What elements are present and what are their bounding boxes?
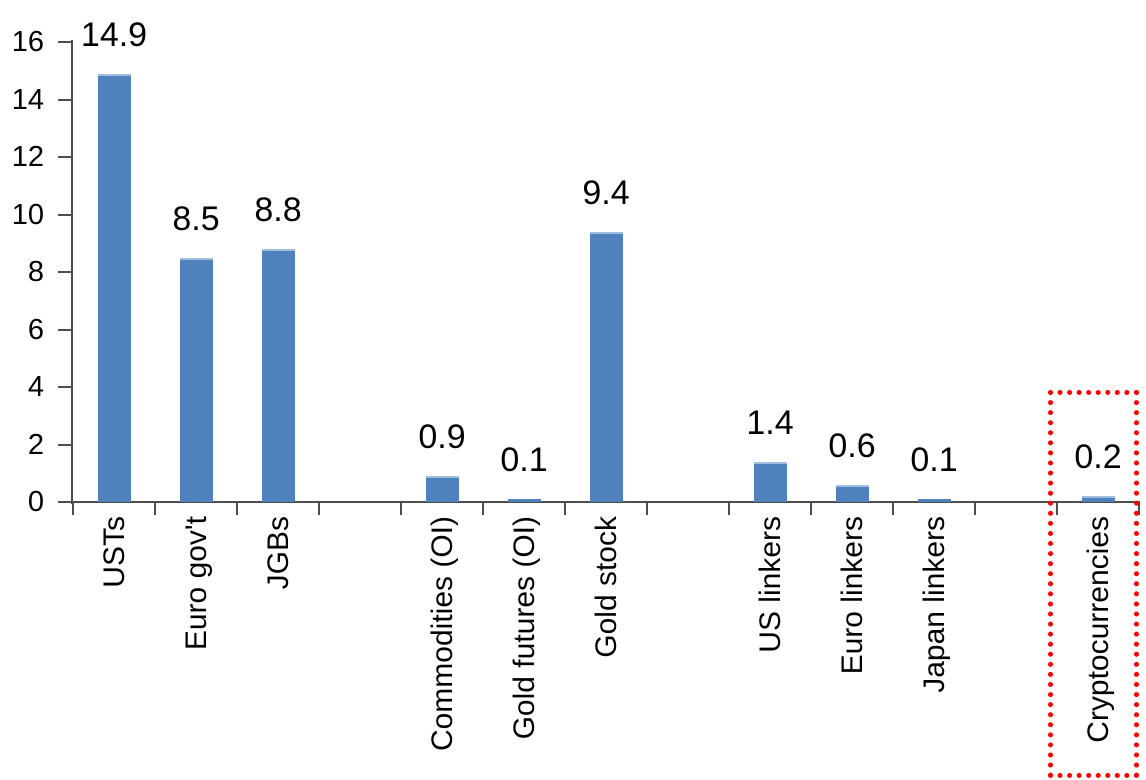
x-tick [154, 502, 156, 515]
y-tick [58, 386, 72, 388]
bar-value-label: 8.5 [172, 199, 220, 238]
bar [97, 73, 131, 502]
y-tick-label: 16 [11, 26, 44, 58]
x-category-label: JGBs [262, 516, 295, 590]
y-tick-label: 10 [11, 198, 44, 231]
y-tick [58, 328, 72, 331]
x-tick [318, 502, 320, 515]
bar [425, 476, 459, 502]
x-category-label: Japan linkers [918, 516, 951, 693]
bar-value-label: 0.9 [418, 418, 466, 457]
bar [589, 231, 623, 502]
y-tick [58, 443, 72, 446]
bar-value-label: 8.8 [254, 191, 302, 229]
y-tick-label: 14 [11, 83, 44, 116]
x-category-label: Gold futures (OI) [508, 516, 541, 740]
x-tick [482, 502, 484, 515]
x-category-label: USTs [98, 516, 131, 588]
bar [261, 249, 295, 502]
x-tick [974, 502, 976, 515]
bar-value-label: 1.4 [746, 403, 794, 442]
y-tick-label: 12 [11, 141, 44, 173]
y-tick-label: 0 [27, 486, 44, 518]
x-category-label: Gold stock [590, 516, 623, 658]
y-axis-line [71, 40, 73, 504]
x-axis-line [58, 501, 1140, 503]
x-tick [400, 502, 402, 515]
bar [835, 484, 869, 502]
x-tick [236, 502, 238, 515]
bar-value-label: 14.9 [80, 15, 148, 54]
y-tick-label: 8 [27, 256, 44, 288]
highlight-box [1048, 390, 1139, 778]
x-tick [646, 502, 648, 515]
y-tick-label: 2 [27, 428, 44, 461]
bar [1081, 496, 1115, 502]
x-tick [72, 502, 74, 515]
x-tick [1056, 502, 1058, 515]
bar-value-label: 0.1 [500, 441, 548, 480]
y-tick [58, 98, 72, 101]
bar-value-label: 0.2 [1074, 438, 1122, 477]
y-tick [58, 156, 72, 158]
y-tick [58, 213, 72, 216]
bar [753, 461, 787, 502]
x-tick [810, 502, 812, 515]
bar-value-label: 0.1 [910, 441, 958, 480]
x-tick [564, 502, 566, 515]
bar-value-label: 0.6 [828, 426, 876, 465]
x-tick [1138, 502, 1140, 515]
x-category-label: Euro gov't [180, 516, 213, 651]
bar-value-label: 9.4 [582, 173, 630, 212]
y-tick-label: 6 [27, 313, 44, 346]
y-tick [58, 501, 72, 503]
x-category-label: US linkers [754, 516, 787, 653]
y-tick [58, 41, 72, 43]
x-category-label: Commodities (OI) [426, 516, 459, 752]
bar [179, 257, 213, 502]
x-tick [728, 502, 730, 515]
y-tick [58, 271, 72, 273]
y-tick-label: 4 [27, 371, 44, 403]
bar [507, 499, 541, 502]
x-tick [892, 502, 894, 515]
bar [917, 499, 951, 502]
x-category-label: Euro linkers [836, 516, 869, 675]
